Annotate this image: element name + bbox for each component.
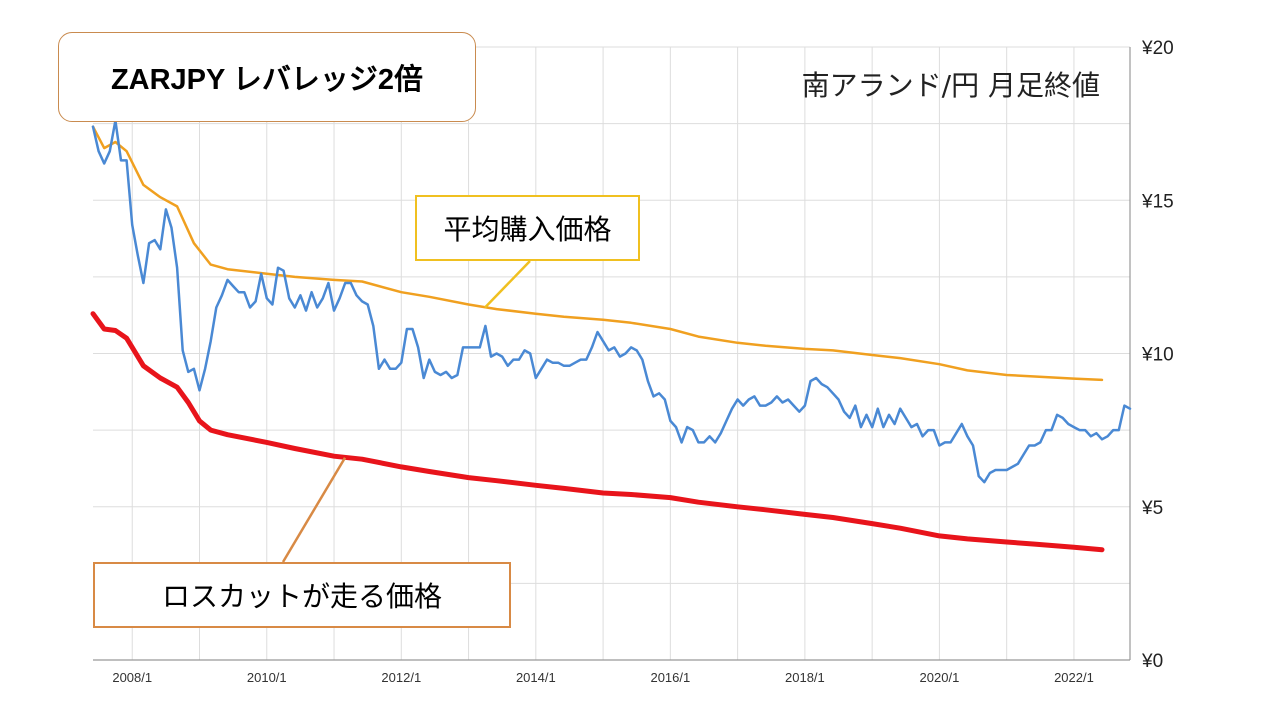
callout-connectors [281,260,531,563]
chart-title-box: ZARJPY レバレッジ2倍 [58,32,476,122]
x-tick-label: 2008/1 [112,670,152,685]
series-lines [90,119,1132,553]
series-line-losscut [90,311,1105,553]
y-tick-label: ¥5 [1141,498,1163,519]
y-tick-label: ¥15 [1141,191,1174,212]
y-tick-label: ¥10 [1141,345,1174,366]
y-tick-label: ¥20 [1141,38,1174,59]
y-axis-ticks: ¥0 ¥5 ¥10 ¥15 ¥20 [1141,38,1174,672]
average-price-callout: 平均購入価格 [415,195,640,261]
x-tick-label: 2020/1 [920,670,960,685]
y-tick-label: ¥0 [1141,651,1163,672]
x-tick-label: 2016/1 [650,670,690,685]
losscut-price-callout: ロスカットが走る価格 [93,562,511,628]
average-callout-connector [484,260,531,309]
x-tick-label: 2010/1 [247,670,287,685]
x-tick-label: 2018/1 [785,670,825,685]
losscut-price-label: ロスカットが走る価格 [161,580,442,613]
series-line-close [91,119,1132,484]
x-tick-label: 2012/1 [381,670,421,685]
series-line-average [91,125,1104,382]
average-price-label: 平均購入価格 [443,213,612,246]
x-axis-ticks: 2008/1 2010/1 2012/1 2014/1 2016/1 2018/1 2020… [112,670,1093,685]
grid [93,46,1131,661]
losscut-callout-connector [281,457,347,563]
chart-title: ZARJPY レバレッジ2倍 [110,64,424,96]
chart-subtitle: 南アランド/円 月足終値 [801,69,1100,102]
x-tick-label: 2022/1 [1054,670,1094,685]
x-tick-label: 2014/1 [516,670,556,685]
